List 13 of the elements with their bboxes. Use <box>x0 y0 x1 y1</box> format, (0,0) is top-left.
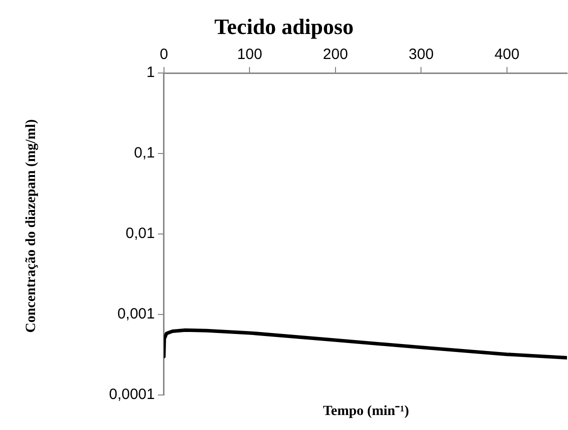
x-tick-label: 300 <box>408 46 434 64</box>
x-tick-label: 200 <box>322 46 348 64</box>
x-tick-label: 400 <box>494 46 520 64</box>
y-tick-label: 0,0001 <box>108 386 155 404</box>
y-tick-label: 1 <box>146 64 155 82</box>
y-tick-label: 0,1 <box>134 144 155 162</box>
y-tick-label: 0,01 <box>126 225 155 242</box>
x-tick-label: 100 <box>237 46 262 64</box>
x-tick-label: 0 <box>160 46 168 64</box>
chart-title: Tecido adiposo <box>213 14 355 40</box>
y-tick-label: 0,001 <box>117 306 155 323</box>
x-axis-title: Tempo (min⁻¹) <box>322 403 410 420</box>
y-axis-title: Concentração do diazepam (mg/ml) <box>24 118 40 335</box>
